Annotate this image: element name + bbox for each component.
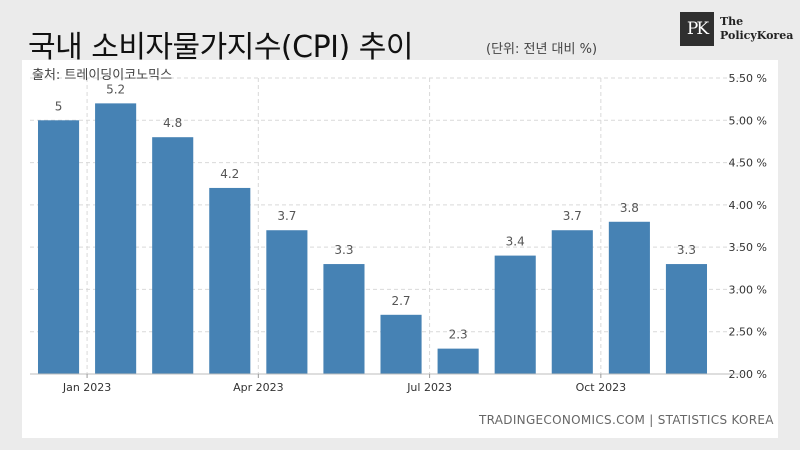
logo-line-2: PolicyKorea (720, 29, 794, 42)
data-label: 2.7 (391, 294, 410, 308)
data-label: 3.7 (563, 209, 582, 223)
x-axis: Jan 2023 Apr 2023 Jul 2023 Oct 2023 (30, 373, 743, 394)
x-tick-label: Oct 2023 (576, 381, 627, 394)
chart-title: 국내 소비자물가지수(CPI) 추이 (28, 30, 413, 65)
logo-text: The PolicyKorea (720, 15, 793, 43)
bar (665, 264, 708, 374)
bars (37, 103, 708, 375)
grid-lines (30, 77, 743, 374)
y-tick-label: 3.00 % (729, 283, 767, 296)
bar (551, 230, 593, 374)
x-tick-label: Jul 2023 (406, 381, 452, 394)
bar (266, 230, 308, 374)
unit-label: (단위: 전년 대비 %) (486, 42, 598, 57)
data-label: 3.8 (620, 201, 639, 215)
bar (380, 314, 422, 374)
data-label: 5 (55, 99, 63, 113)
x-tick-label: Apr 2023 (233, 381, 284, 394)
bar (37, 120, 80, 375)
y-axis: 2.00 % 2.50 % 3.00 % 3.50 % 4.00 % 4.50 % 5.00… (729, 72, 767, 381)
logo-line-1: The (720, 15, 744, 28)
data-label: 5.2 (106, 82, 125, 96)
y-tick-label: 2.50 % (729, 326, 767, 339)
footer-credit: TRADINGECONOMICS.COM | STATISTICS KOREA (479, 413, 774, 427)
bar (95, 103, 137, 374)
bar (494, 255, 536, 374)
data-labels: 5 5.2 4.8 4.2 3.7 3.3 2.7 2.3 3.4 3.7 3.8 3.3 (55, 82, 696, 341)
data-label: 3.3 (334, 243, 353, 257)
x-tick-label: Jan 2023 (62, 381, 111, 394)
brand-logo: PK The PolicyKorea (680, 12, 793, 46)
y-tick-label: 4.00 % (729, 199, 767, 212)
data-label: 2.3 (449, 328, 468, 342)
data-label: 4.8 (163, 116, 182, 130)
data-label: 3.3 (677, 243, 696, 257)
data-label: 4.2 (220, 167, 239, 181)
bar (608, 221, 650, 374)
y-tick-label: 3.50 % (729, 241, 767, 254)
bar (152, 137, 194, 374)
y-tick-label: 5.50 % (729, 72, 767, 85)
bar (437, 348, 479, 374)
chart-panel (22, 60, 778, 438)
y-tick-label: 4.50 % (729, 157, 767, 170)
source-label: 출처: 트레이딩이코노믹스 (32, 68, 173, 83)
data-label: 3.4 (506, 235, 525, 249)
bar (323, 264, 365, 374)
bar (209, 187, 251, 374)
data-label: 3.7 (277, 209, 296, 223)
y-tick-label: 5.00 % (729, 114, 767, 127)
logo-mark: PK (680, 12, 714, 46)
y-tick-label: 2.00 % (729, 368, 767, 381)
